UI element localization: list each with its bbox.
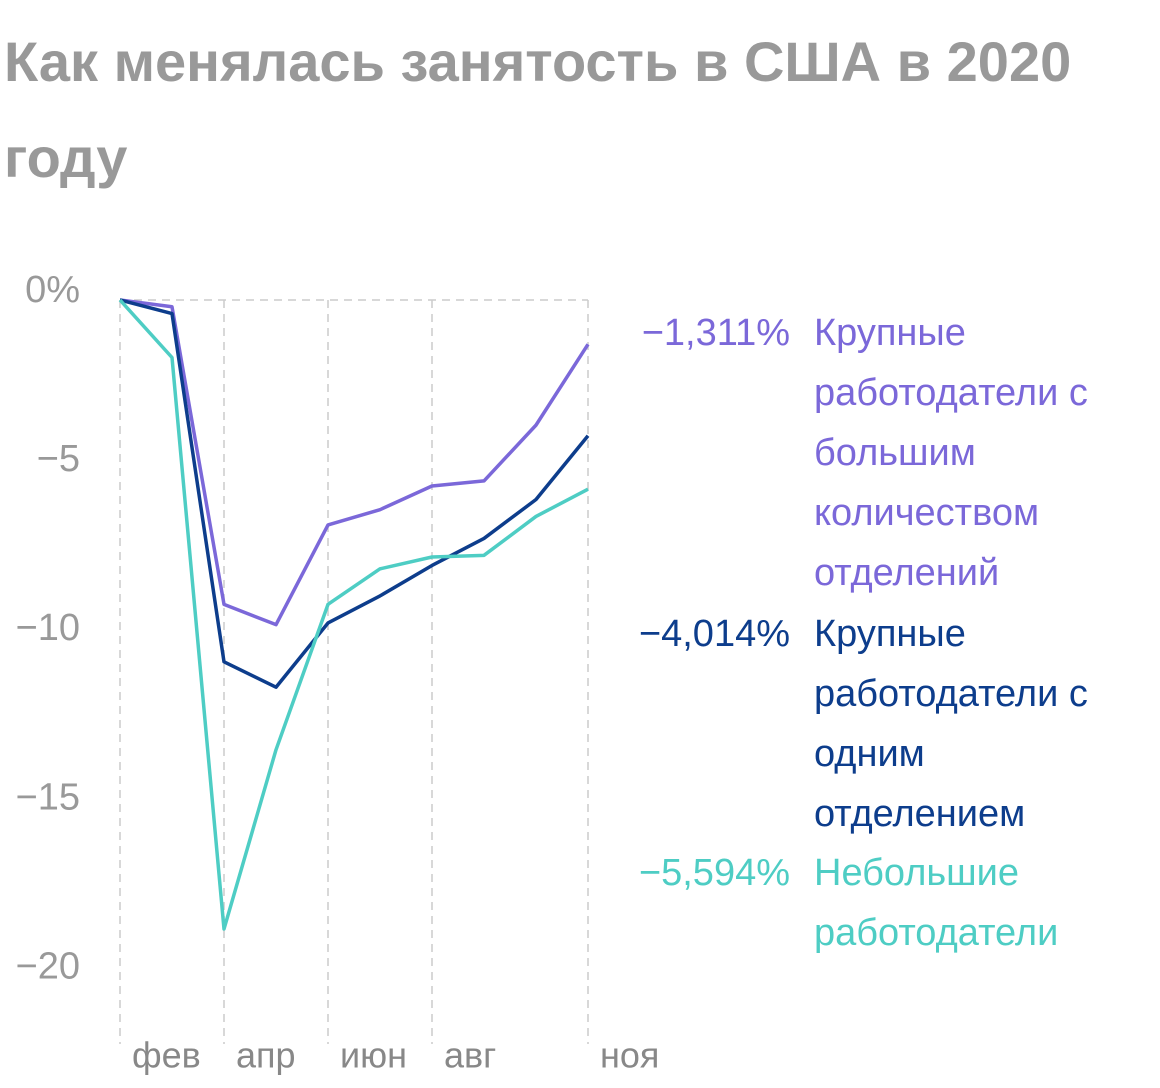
x-tick-label: ноя (600, 1035, 659, 1076)
y-tick-label: −10 (16, 607, 80, 649)
legend-label: Небольшие работодатели (814, 852, 1059, 954)
y-tick-label: 0% (25, 269, 80, 311)
y-tick-label: −5 (37, 438, 80, 480)
x-tick-label: авг (444, 1035, 496, 1076)
series-line (119, 298, 590, 627)
chart-title: Как менялась занятость в США в 2020 году (4, 30, 1072, 189)
y-tick-label: −15 (16, 776, 80, 818)
series-line (119, 298, 590, 689)
legend-entry: −1,311% Крупные работодатели с большим ко… (642, 303, 1134, 603)
x-tick-label: июн (340, 1035, 407, 1076)
legend-label: Крупные работодатели с одним отделением (814, 613, 1088, 835)
series-line (118, 298, 589, 931)
x-tick-label: фев (132, 1035, 201, 1076)
x-tick-label: апр (236, 1035, 296, 1076)
legend-label: Крупные работодатели с большим количеств… (814, 312, 1088, 594)
legend-entry: −5,594% Небольшие работодатели (639, 843, 1134, 963)
value-label: −5,594% (638, 852, 790, 894)
legend-entry: −4,014% Крупные работодатели с одним отде… (639, 604, 1134, 844)
y-tick-label: −20 (16, 945, 80, 987)
value-label: −4,014% (638, 613, 790, 655)
value-label: −1,311% (641, 312, 790, 354)
